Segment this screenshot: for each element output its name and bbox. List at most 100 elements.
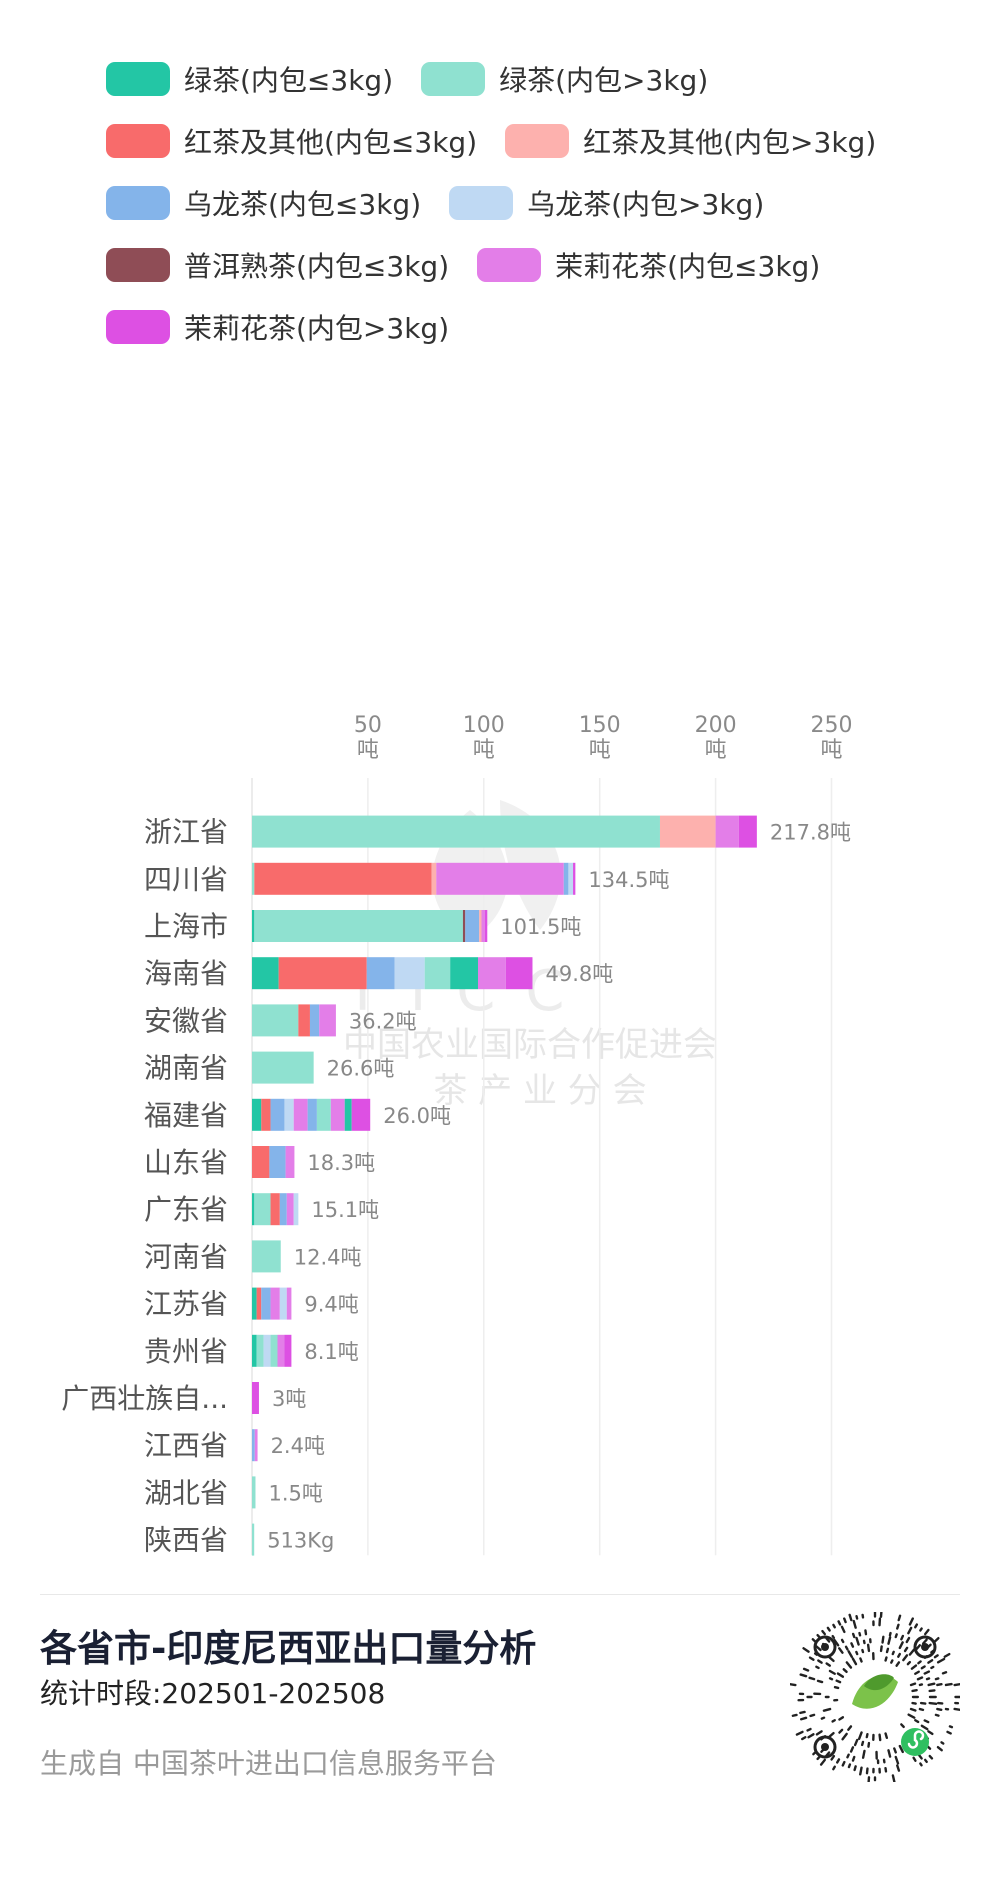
bar-segment-jasmine_le3 xyxy=(277,1334,285,1367)
bar-segment-green_gt3 xyxy=(424,957,451,990)
qr-dot xyxy=(815,1730,823,1736)
bar-segment-green_gt3 xyxy=(254,910,463,942)
bar-segment-green_gt3 xyxy=(252,1523,255,1556)
bar-segment-green_le3 xyxy=(252,1287,257,1320)
qr-dot xyxy=(891,1774,896,1782)
qr-dot xyxy=(855,1636,860,1646)
qr-dot xyxy=(890,1659,894,1664)
bar-segment-oolong_le3 xyxy=(307,1098,317,1131)
bar-segment-green_gt3 xyxy=(252,1051,314,1084)
bar-stack xyxy=(252,1146,295,1178)
bar-segment-oolong_le3 xyxy=(279,1193,287,1226)
qr-dot xyxy=(909,1682,917,1687)
legend-row: 红茶及其他(内包≤3kg) 红茶及其他(内包>3kg) xyxy=(106,110,986,172)
category-label: 江苏省 xyxy=(144,1288,228,1321)
qr-dot xyxy=(802,1667,810,1672)
bar-total-label: 1.5吨 xyxy=(268,1481,322,1505)
qr-dot xyxy=(907,1626,913,1635)
bar-segment-jasmine_le3 xyxy=(478,957,506,990)
qr-dot xyxy=(832,1765,836,1771)
qr-dot xyxy=(910,1664,918,1670)
bar-segment-jasmine_gt3 xyxy=(573,862,576,895)
qr-dot xyxy=(795,1730,804,1736)
qr-dot xyxy=(898,1641,904,1650)
bar-total-label: 18.3吨 xyxy=(307,1151,375,1175)
qr-dot xyxy=(914,1623,919,1629)
legend-label: 普洱熟茶(内包≤3kg) xyxy=(184,250,450,283)
bar-segment-jasmine_le3 xyxy=(286,1287,292,1320)
qr-dot xyxy=(914,1719,920,1724)
qr-dot xyxy=(905,1636,911,1644)
bar-stack xyxy=(252,1004,336,1037)
qr-dot xyxy=(852,1619,857,1629)
qr-dot xyxy=(800,1716,808,1721)
bar-segment-green_gt3 xyxy=(252,1476,256,1509)
bar-segment-green_le3 xyxy=(252,910,255,942)
legend-item-jasmine_gt3[interactable]: 茉莉花茶(内包>3kg) xyxy=(106,307,449,347)
mini-program-qr-icon[interactable] xyxy=(790,1612,960,1782)
category-label: 广东省 xyxy=(144,1193,228,1226)
qr-dot xyxy=(896,1764,901,1772)
qr-dot xyxy=(808,1656,815,1661)
legend-item-black_le3[interactable]: 红茶及其他(内包≤3kg) xyxy=(106,121,477,161)
qr-dot xyxy=(918,1707,925,1712)
bar-total-label: 15.1吨 xyxy=(311,1198,379,1222)
qr-dot xyxy=(878,1733,882,1742)
legend-item-oolong_le3[interactable]: 乌龙茶(内包≤3kg) xyxy=(106,183,421,223)
qr-dot xyxy=(808,1676,816,1681)
bar-segment-jasmine_le3 xyxy=(270,1287,280,1320)
legend-item-puer_le3[interactable]: 普洱熟茶(内包≤3kg) xyxy=(106,245,449,285)
category-label: 湖北省 xyxy=(144,1476,228,1509)
bar-segment-jasmine_gt3 xyxy=(484,910,488,942)
qr-dot xyxy=(851,1755,856,1762)
legend-item-oolong_gt3[interactable]: 乌龙茶(内包>3kg) xyxy=(449,183,764,223)
bar-segment-jasmine_gt3 xyxy=(252,1382,259,1414)
bar-segment-puer_le3 xyxy=(462,910,466,942)
bar-segment-oolong_le3 xyxy=(261,1287,271,1320)
legend-label: 乌龙茶(内包≤3kg) xyxy=(184,188,422,221)
bar-total-label: 8.1吨 xyxy=(304,1340,358,1364)
legend-item-black_gt3[interactable]: 红茶及其他(内包>3kg) xyxy=(505,121,876,161)
bar-total-label: 26.0吨 xyxy=(383,1104,451,1128)
qr-dot xyxy=(936,1682,943,1687)
category-label: 浙江省 xyxy=(144,816,228,849)
legend-label: 茉莉花茶(内包≤3kg) xyxy=(555,250,821,283)
qr-dot xyxy=(853,1738,859,1747)
category-label: 四川省 xyxy=(144,863,228,896)
bar-stack xyxy=(252,1193,299,1226)
x-tick-label: 100 xyxy=(463,713,505,738)
bar-total-label: 2.4吨 xyxy=(271,1434,325,1458)
bar-segment-green_gt3 xyxy=(252,815,660,848)
qr-dot xyxy=(844,1645,849,1651)
qr-dot xyxy=(865,1733,869,1739)
legend-item-green_le3[interactable]: 绿茶(内包≤3kg) xyxy=(106,59,393,99)
qr-dot xyxy=(927,1659,934,1664)
bar-segment-green_le3 xyxy=(344,1098,352,1131)
qr-dot xyxy=(846,1753,850,1759)
legend-row: 绿茶(内包≤3kg) 绿茶(内包>3kg) xyxy=(106,48,986,110)
footer-divider xyxy=(40,1594,960,1595)
legend-swatch xyxy=(106,310,170,344)
bar-total-label: 513Kg xyxy=(267,1529,334,1553)
qr-dot xyxy=(831,1719,836,1723)
legend-label: 茉莉花茶(内包>3kg) xyxy=(184,312,450,345)
qr-dot xyxy=(820,1716,826,1720)
qr-dot xyxy=(815,1665,820,1670)
legend-item-jasmine_le3[interactable]: 茉莉花茶(内包≤3kg) xyxy=(477,245,820,285)
bar-segment-black_le3 xyxy=(261,1098,271,1131)
legend-swatch xyxy=(106,248,170,282)
legend-label: 绿茶(内包>3kg) xyxy=(499,64,709,97)
x-tick-label: 200 xyxy=(695,713,737,738)
bar-stack xyxy=(252,1523,255,1556)
legend-item-green_gt3[interactable]: 绿茶(内包>3kg) xyxy=(421,59,708,99)
qr-dot xyxy=(835,1679,842,1684)
qr-dot xyxy=(861,1749,866,1759)
qr-dot xyxy=(914,1670,920,1675)
bar-total-label: 36.2吨 xyxy=(349,1009,417,1033)
chart-legend: 绿茶(内包≤3kg) 绿茶(内包>3kg) 红茶及其他(内包≤3kg) 红茶及其他(内… xyxy=(106,48,986,358)
bar-stack xyxy=(252,815,757,848)
qr-dot xyxy=(866,1643,871,1653)
bar-stack xyxy=(252,1476,256,1509)
qr-dot xyxy=(838,1647,844,1654)
qr-dot xyxy=(821,1629,827,1636)
